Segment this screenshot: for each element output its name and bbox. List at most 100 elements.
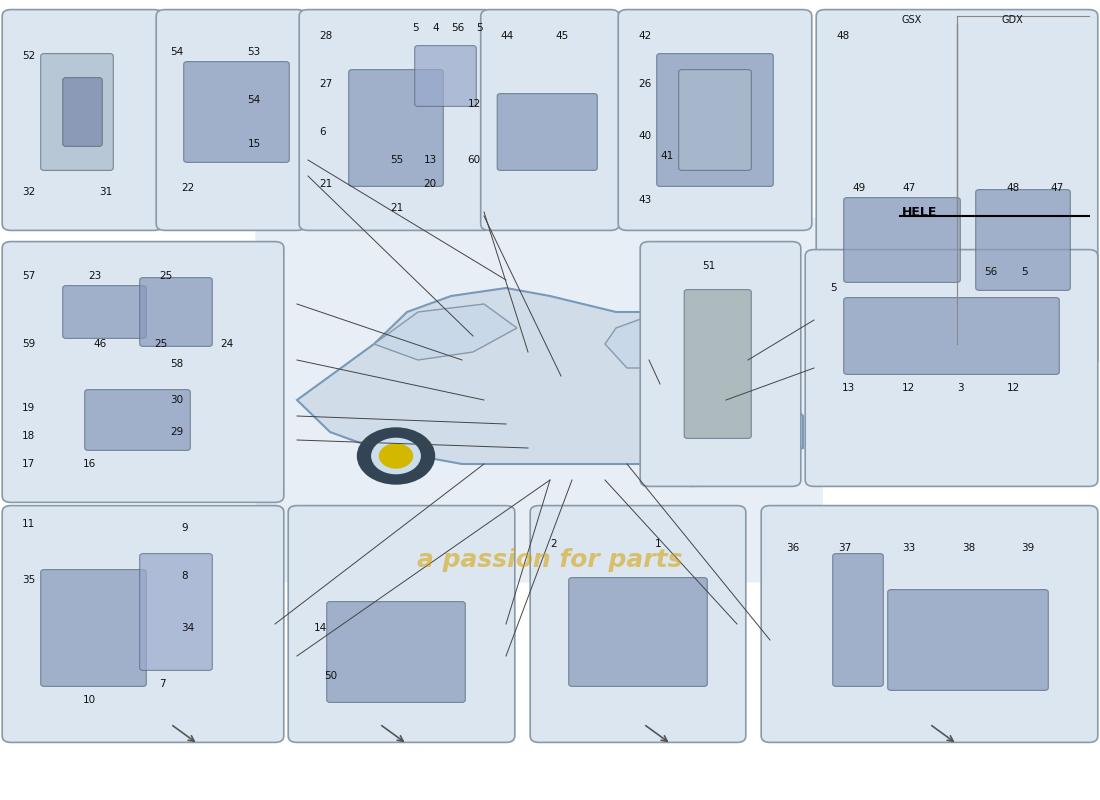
- FancyBboxPatch shape: [299, 10, 493, 230]
- FancyBboxPatch shape: [2, 10, 163, 230]
- FancyBboxPatch shape: [41, 54, 113, 170]
- Text: 43: 43: [638, 195, 651, 205]
- Text: GSX: GSX: [902, 15, 922, 25]
- Text: 15: 15: [248, 139, 261, 149]
- FancyBboxPatch shape: [349, 70, 443, 186]
- Text: 32: 32: [22, 187, 35, 197]
- Text: 12: 12: [1006, 383, 1020, 393]
- Text: 50: 50: [324, 671, 338, 681]
- Text: 17: 17: [22, 459, 35, 469]
- Text: 5: 5: [1021, 267, 1027, 277]
- FancyBboxPatch shape: [569, 578, 707, 686]
- Text: 37: 37: [838, 543, 851, 553]
- FancyBboxPatch shape: [2, 506, 284, 742]
- Text: 27: 27: [319, 79, 332, 89]
- Text: 1: 1: [654, 539, 661, 549]
- FancyBboxPatch shape: [976, 190, 1070, 290]
- Text: 14: 14: [314, 623, 327, 633]
- Text: a passion for parts: a passion for parts: [417, 548, 683, 572]
- Text: 60: 60: [468, 155, 481, 165]
- Text: 54: 54: [170, 47, 184, 57]
- Text: 56: 56: [984, 267, 998, 277]
- FancyBboxPatch shape: [679, 70, 751, 170]
- Text: 13: 13: [424, 155, 437, 165]
- FancyBboxPatch shape: [816, 10, 1098, 366]
- Text: 56: 56: [451, 23, 464, 33]
- Circle shape: [372, 438, 420, 474]
- Text: 33: 33: [902, 543, 915, 553]
- Text: 52: 52: [22, 51, 35, 61]
- Text: 40: 40: [638, 131, 651, 141]
- Text: 21: 21: [390, 203, 404, 213]
- FancyBboxPatch shape: [288, 506, 515, 742]
- FancyBboxPatch shape: [2, 242, 284, 502]
- Text: 57: 57: [22, 271, 35, 281]
- Text: 11: 11: [22, 519, 35, 529]
- Text: 44: 44: [500, 31, 514, 41]
- Text: 36: 36: [786, 543, 800, 553]
- FancyBboxPatch shape: [844, 198, 960, 282]
- Text: 10: 10: [82, 695, 96, 705]
- Text: 38: 38: [962, 543, 976, 553]
- FancyBboxPatch shape: [844, 298, 1059, 374]
- Text: 47: 47: [902, 183, 915, 193]
- Text: 3: 3: [957, 383, 964, 393]
- Text: 9: 9: [182, 523, 188, 533]
- Text: 20: 20: [424, 179, 437, 189]
- FancyBboxPatch shape: [140, 278, 212, 346]
- Circle shape: [379, 444, 412, 468]
- FancyBboxPatch shape: [761, 506, 1098, 742]
- Text: 5: 5: [412, 23, 419, 33]
- Text: 4: 4: [432, 23, 439, 33]
- FancyBboxPatch shape: [63, 78, 102, 146]
- Text: 45: 45: [556, 31, 569, 41]
- Text: 13: 13: [842, 383, 855, 393]
- Text: 47: 47: [1050, 183, 1064, 193]
- Text: 48: 48: [836, 31, 849, 41]
- Text: 31: 31: [99, 187, 112, 197]
- FancyBboxPatch shape: [63, 286, 146, 338]
- FancyBboxPatch shape: [833, 554, 883, 686]
- Text: 25: 25: [154, 339, 167, 349]
- Text: 42: 42: [638, 31, 651, 41]
- Text: 48: 48: [1006, 183, 1020, 193]
- FancyBboxPatch shape: [684, 290, 751, 438]
- Text: 7: 7: [160, 679, 166, 689]
- FancyBboxPatch shape: [156, 10, 306, 230]
- FancyBboxPatch shape: [255, 218, 823, 582]
- Text: 46: 46: [94, 339, 107, 349]
- Text: 34: 34: [182, 623, 195, 633]
- FancyBboxPatch shape: [530, 506, 746, 742]
- Text: 49: 49: [852, 183, 866, 193]
- FancyBboxPatch shape: [618, 10, 812, 230]
- Circle shape: [667, 437, 719, 475]
- Text: 8: 8: [182, 571, 188, 581]
- Polygon shape: [605, 312, 693, 368]
- Text: 54: 54: [248, 95, 261, 105]
- FancyBboxPatch shape: [640, 242, 801, 486]
- Text: 51: 51: [702, 261, 715, 270]
- Text: 19: 19: [22, 403, 35, 413]
- Text: 30: 30: [170, 395, 184, 405]
- Text: 12: 12: [468, 99, 481, 109]
- Text: 25: 25: [160, 271, 173, 281]
- Text: 16: 16: [82, 459, 96, 469]
- Text: 12: 12: [902, 383, 915, 393]
- Text: 5: 5: [830, 283, 837, 293]
- FancyBboxPatch shape: [497, 94, 597, 170]
- Text: 2: 2: [550, 539, 557, 549]
- FancyBboxPatch shape: [85, 390, 190, 450]
- Text: 5: 5: [476, 23, 483, 33]
- Text: 6: 6: [319, 127, 326, 137]
- Circle shape: [358, 428, 434, 484]
- FancyBboxPatch shape: [41, 570, 146, 686]
- Text: 53: 53: [248, 47, 261, 57]
- Text: 26: 26: [638, 79, 651, 89]
- Text: 58: 58: [170, 359, 184, 369]
- Text: 41: 41: [660, 151, 673, 161]
- Text: 35: 35: [22, 575, 35, 585]
- FancyBboxPatch shape: [415, 46, 476, 106]
- FancyBboxPatch shape: [888, 590, 1048, 690]
- FancyBboxPatch shape: [327, 602, 465, 702]
- Text: 39: 39: [1021, 543, 1034, 553]
